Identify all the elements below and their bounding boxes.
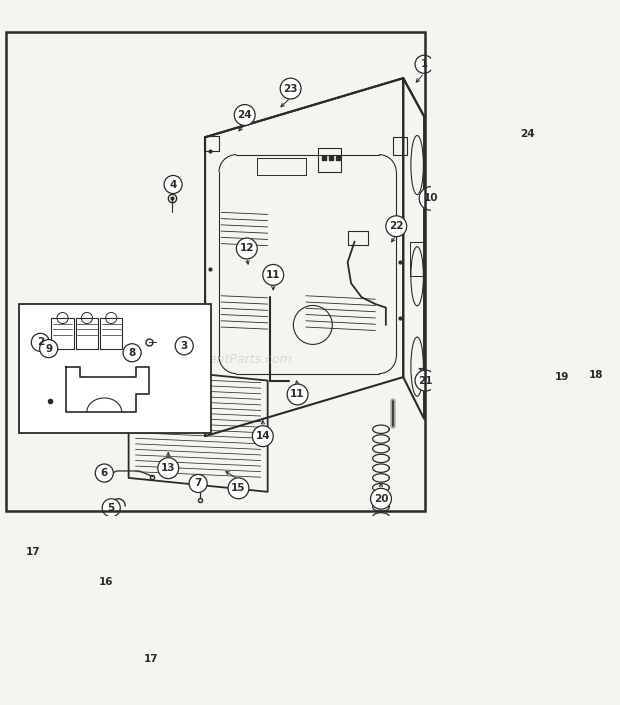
Text: 2: 2 — [37, 337, 44, 348]
Text: 6: 6 — [100, 468, 108, 478]
Circle shape — [95, 464, 113, 482]
Text: 4: 4 — [169, 180, 177, 190]
Circle shape — [585, 363, 608, 387]
Text: 13: 13 — [161, 463, 175, 473]
Circle shape — [415, 55, 433, 73]
Bar — [100, 318, 122, 349]
Text: eReplacementParts.com: eReplacementParts.com — [140, 353, 292, 366]
Circle shape — [371, 489, 391, 509]
Circle shape — [280, 78, 301, 99]
Circle shape — [95, 572, 116, 593]
Circle shape — [551, 367, 572, 388]
Circle shape — [236, 238, 257, 259]
Text: 19: 19 — [554, 372, 569, 382]
Circle shape — [419, 187, 443, 210]
Text: 11: 11 — [290, 389, 305, 400]
Text: 7: 7 — [195, 479, 202, 489]
Circle shape — [287, 384, 308, 405]
Text: 20: 20 — [374, 493, 388, 504]
Text: 10: 10 — [424, 193, 438, 204]
Text: 8: 8 — [128, 348, 136, 357]
Text: 3: 3 — [180, 341, 188, 351]
Text: 24: 24 — [520, 129, 534, 139]
Text: 18: 18 — [589, 370, 604, 380]
Text: 24: 24 — [237, 110, 252, 120]
Text: 11: 11 — [266, 270, 280, 280]
Text: 12: 12 — [239, 243, 254, 254]
Circle shape — [123, 344, 141, 362]
Circle shape — [234, 104, 255, 125]
Circle shape — [386, 216, 407, 237]
Circle shape — [40, 340, 58, 357]
Bar — [76, 318, 98, 349]
Text: 15: 15 — [231, 484, 246, 494]
Text: 21: 21 — [418, 376, 433, 386]
Circle shape — [175, 337, 193, 355]
Circle shape — [263, 264, 284, 286]
Circle shape — [189, 474, 207, 493]
Bar — [19, 304, 211, 433]
Text: 9: 9 — [45, 343, 52, 354]
Text: 22: 22 — [389, 221, 404, 231]
Circle shape — [228, 478, 249, 498]
Circle shape — [164, 176, 182, 194]
Text: 1: 1 — [420, 59, 428, 69]
Circle shape — [252, 426, 273, 447]
Circle shape — [31, 333, 50, 351]
Bar — [51, 318, 74, 349]
Text: 5: 5 — [108, 503, 115, 513]
Circle shape — [415, 370, 436, 391]
Circle shape — [102, 498, 120, 517]
Text: 14: 14 — [255, 431, 270, 441]
Circle shape — [516, 123, 538, 145]
Circle shape — [23, 542, 44, 563]
Circle shape — [141, 648, 162, 669]
Circle shape — [158, 458, 179, 479]
Text: 23: 23 — [283, 84, 298, 94]
Text: 17: 17 — [144, 654, 159, 663]
Text: 16: 16 — [99, 577, 113, 587]
Text: 17: 17 — [26, 547, 41, 557]
